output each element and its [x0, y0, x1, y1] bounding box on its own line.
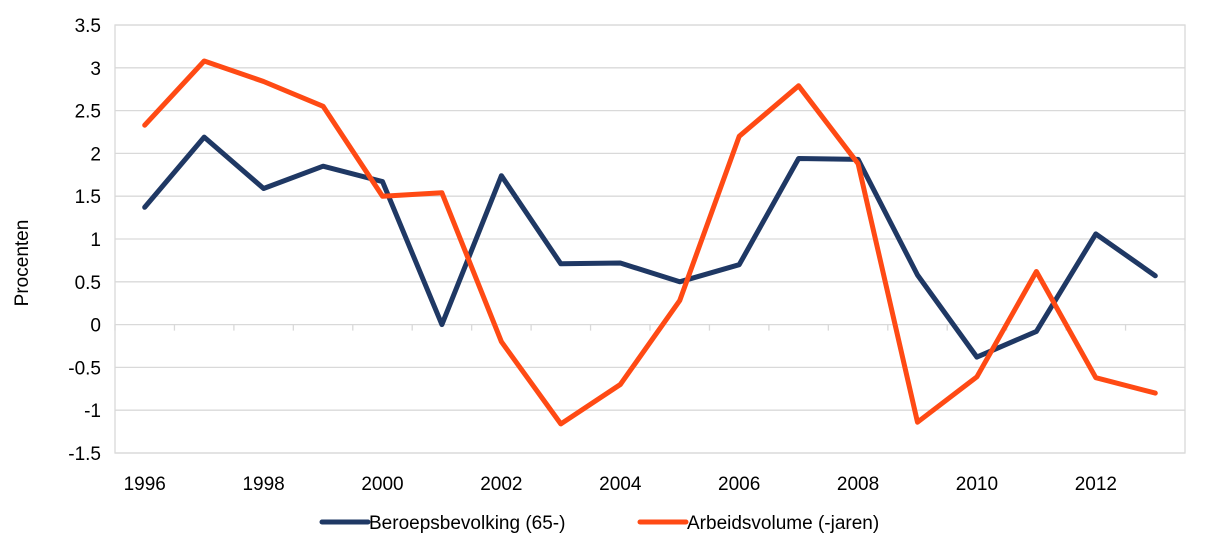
y-tick-label: 2.5 — [75, 102, 101, 123]
series-lines — [142, 58, 1158, 427]
y-tick-label: 2 — [90, 144, 101, 165]
x-tick-label: 2000 — [361, 474, 403, 495]
x-tick-label: 2002 — [480, 474, 522, 495]
y-tick-label: 0 — [90, 316, 101, 337]
x-tick-label: 2004 — [599, 474, 642, 495]
y-tick-label: 1 — [90, 230, 101, 251]
y-axis-ticks: 3.5 3 2.5 2 1.5 1 0.5 0 -0.5 -1 -1.5 — [68, 16, 101, 465]
series-line-1 — [142, 134, 1158, 360]
x-tick-label: 1998 — [242, 474, 284, 495]
x-tick-label: 2012 — [1075, 474, 1117, 495]
series-line-2 — [142, 58, 1158, 427]
legend-label-1: Beroepsbevolking (65-) — [369, 513, 565, 534]
y-axis-title: Procenten — [12, 220, 33, 307]
x-tick-label: 2010 — [956, 474, 998, 495]
x-tick-label: 1996 — [124, 474, 166, 495]
legend-label-2: Arbeidsvolume (-jaren) — [687, 513, 879, 534]
x-tick-label: 2008 — [837, 474, 879, 495]
x-tick-label: 2006 — [718, 474, 760, 495]
x-axis-ticks: 1996 1998 2000 2002 2004 2006 2008 2010 2012 — [124, 474, 1117, 495]
y-tick-label: -0.5 — [68, 358, 101, 379]
y-tick-label: -1 — [84, 401, 101, 422]
y-tick-label: 0.5 — [75, 273, 101, 294]
y-tick-label: -1.5 — [68, 444, 101, 465]
y-tick-label: 1.5 — [75, 187, 101, 208]
plot-frame — [114, 24, 1186, 454]
gridlines — [114, 24, 1186, 454]
y-tick-label: 3.5 — [75, 16, 101, 37]
legend: Beroepsbevolking (65-) Arbeidsvolume (-ja… — [319, 513, 879, 534]
y-tick-label: 3 — [90, 59, 101, 80]
